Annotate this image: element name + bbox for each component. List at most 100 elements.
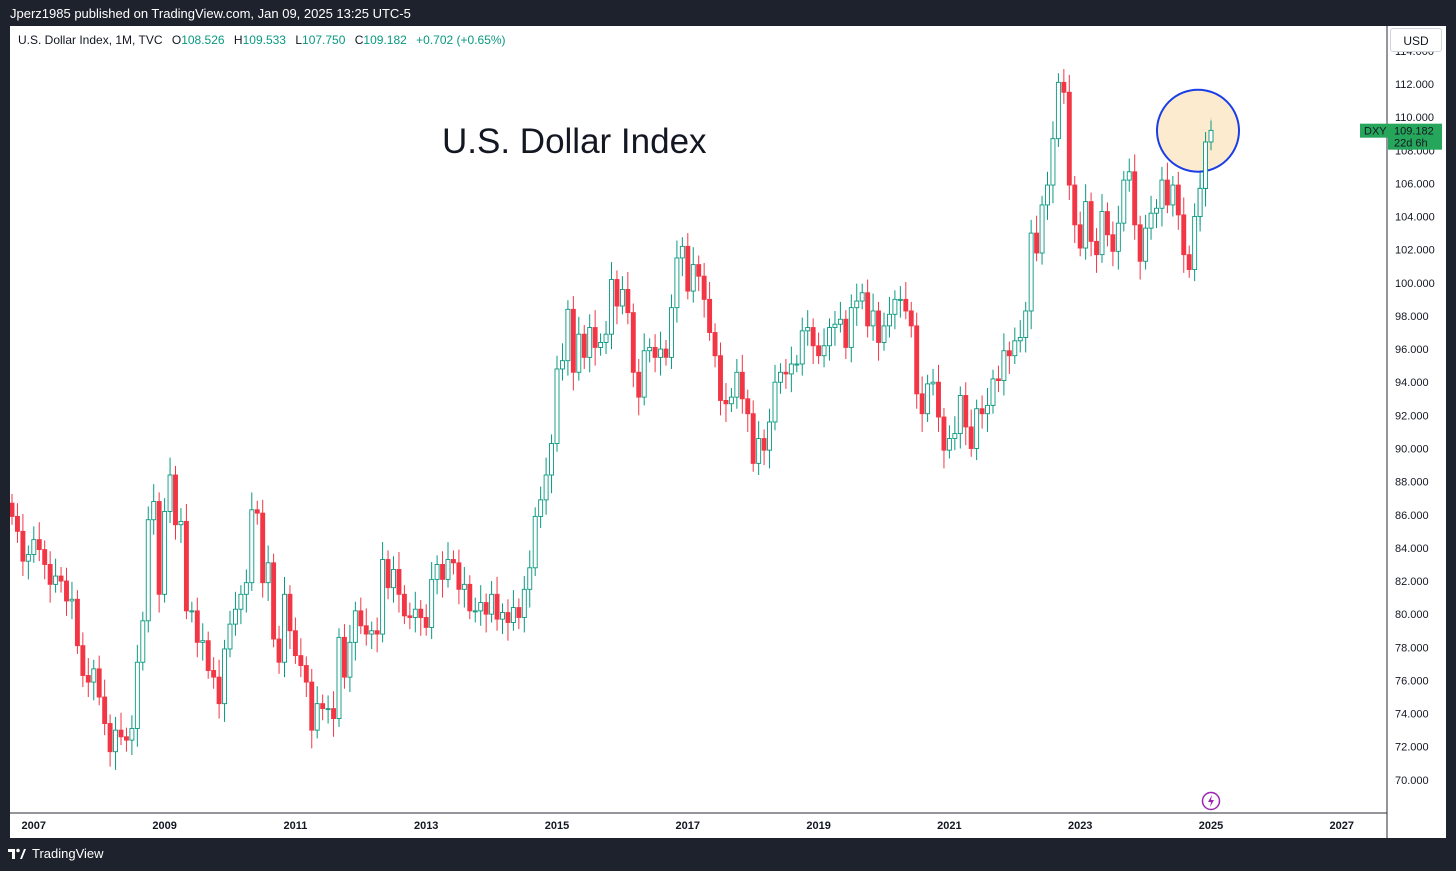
- candle[interactable]: [587, 314, 593, 373]
- candle[interactable]: [521, 576, 527, 633]
- candle[interactable]: [451, 550, 456, 575]
- candle[interactable]: [1159, 166, 1165, 227]
- candle[interactable]: [129, 715, 135, 756]
- candle[interactable]: [919, 376, 925, 432]
- candle[interactable]: [778, 363, 783, 394]
- candle[interactable]: [483, 593, 489, 633]
- candle[interactable]: [423, 604, 429, 636]
- candle[interactable]: [178, 508, 184, 543]
- candle[interactable]: [739, 354, 745, 414]
- candle[interactable]: [827, 318, 832, 361]
- candle[interactable]: [227, 610, 233, 658]
- candle[interactable]: [1170, 175, 1176, 217]
- candle[interactable]: [908, 301, 914, 338]
- candle[interactable]: [303, 656, 309, 698]
- event-lightning-icon[interactable]: [1201, 791, 1221, 811]
- candle[interactable]: [1126, 158, 1132, 192]
- candle[interactable]: [581, 325, 587, 369]
- candle[interactable]: [952, 416, 958, 451]
- candle[interactable]: [761, 429, 767, 466]
- candle[interactable]: [527, 550, 533, 608]
- candle[interactable]: [723, 383, 729, 422]
- candle[interactable]: [1055, 73, 1061, 147]
- candle[interactable]: [1104, 202, 1110, 247]
- candle[interactable]: [1203, 132, 1209, 197]
- candle[interactable]: [162, 498, 168, 603]
- candle[interactable]: [342, 624, 347, 689]
- candle[interactable]: [200, 623, 206, 661]
- candle[interactable]: [674, 240, 680, 323]
- candle[interactable]: [418, 600, 424, 636]
- candle[interactable]: [347, 624, 353, 693]
- candle[interactable]: [647, 338, 653, 363]
- candle[interactable]: [810, 318, 816, 364]
- candle[interactable]: [690, 247, 696, 303]
- candle[interactable]: [1208, 120, 1214, 151]
- candle[interactable]: [401, 585, 407, 625]
- candle[interactable]: [194, 597, 200, 658]
- candle[interactable]: [10, 494, 15, 525]
- candle[interactable]: [957, 386, 963, 449]
- candle[interactable]: [549, 434, 554, 494]
- candle[interactable]: [598, 333, 604, 356]
- candle[interactable]: [1110, 221, 1116, 267]
- candle[interactable]: [837, 301, 843, 333]
- candle[interactable]: [876, 301, 881, 361]
- candle[interactable]: [1099, 194, 1105, 263]
- candle[interactable]: [1034, 215, 1040, 262]
- candle[interactable]: [211, 657, 217, 689]
- chart-canvas[interactable]: 70.000 72.000 74.000 76.000 78.000 80.000 82.0…: [10, 26, 1446, 838]
- candle[interactable]: [1192, 203, 1198, 282]
- candle[interactable]: [1121, 170, 1127, 232]
- candle[interactable]: [996, 365, 1001, 393]
- candle[interactable]: [859, 283, 865, 310]
- candle[interactable]: [892, 290, 898, 330]
- candle[interactable]: [1143, 214, 1149, 270]
- candle[interactable]: [1039, 195, 1045, 265]
- candle[interactable]: [145, 506, 151, 633]
- candle[interactable]: [265, 545, 271, 601]
- candle[interactable]: [734, 359, 740, 409]
- candle[interactable]: [963, 382, 969, 446]
- candle[interactable]: [238, 585, 244, 625]
- candle[interactable]: [1094, 228, 1100, 273]
- candle[interactable]: [641, 333, 647, 406]
- candle[interactable]: [505, 599, 511, 641]
- candle[interactable]: [500, 603, 505, 635]
- candle[interactable]: [772, 364, 778, 431]
- candle[interactable]: [870, 293, 876, 341]
- candle[interactable]: [287, 585, 293, 649]
- candle[interactable]: [167, 457, 173, 524]
- candle[interactable]: [472, 597, 478, 623]
- candle[interactable]: [985, 388, 990, 432]
- candle[interactable]: [298, 638, 304, 678]
- candle[interactable]: [510, 590, 516, 631]
- candle[interactable]: [745, 389, 751, 432]
- candle[interactable]: [478, 585, 484, 626]
- candle[interactable]: [603, 320, 609, 355]
- candle[interactable]: [1050, 121, 1056, 204]
- footer-brand[interactable]: TradingView: [8, 846, 104, 861]
- candle[interactable]: [456, 549, 462, 605]
- candle[interactable]: [14, 503, 20, 543]
- candle[interactable]: [249, 492, 255, 591]
- candle[interactable]: [292, 617, 298, 664]
- candle[interactable]: [570, 296, 576, 391]
- candle[interactable]: [461, 566, 467, 608]
- candle[interactable]: [865, 279, 871, 338]
- candle[interactable]: [336, 628, 342, 727]
- candle[interactable]: [756, 421, 762, 476]
- candle[interactable]: [107, 714, 113, 767]
- candle[interactable]: [325, 695, 331, 724]
- candle[interactable]: [925, 374, 931, 422]
- candle[interactable]: [134, 644, 140, 747]
- candle[interactable]: [1088, 192, 1094, 257]
- candle[interactable]: [123, 727, 129, 752]
- candle[interactable]: [254, 500, 260, 525]
- candle[interactable]: [320, 694, 326, 721]
- candle[interactable]: [25, 545, 31, 580]
- candle[interactable]: [516, 598, 522, 630]
- candle[interactable]: [783, 359, 789, 389]
- candle[interactable]: [1066, 74, 1072, 200]
- candle[interactable]: [560, 343, 565, 381]
